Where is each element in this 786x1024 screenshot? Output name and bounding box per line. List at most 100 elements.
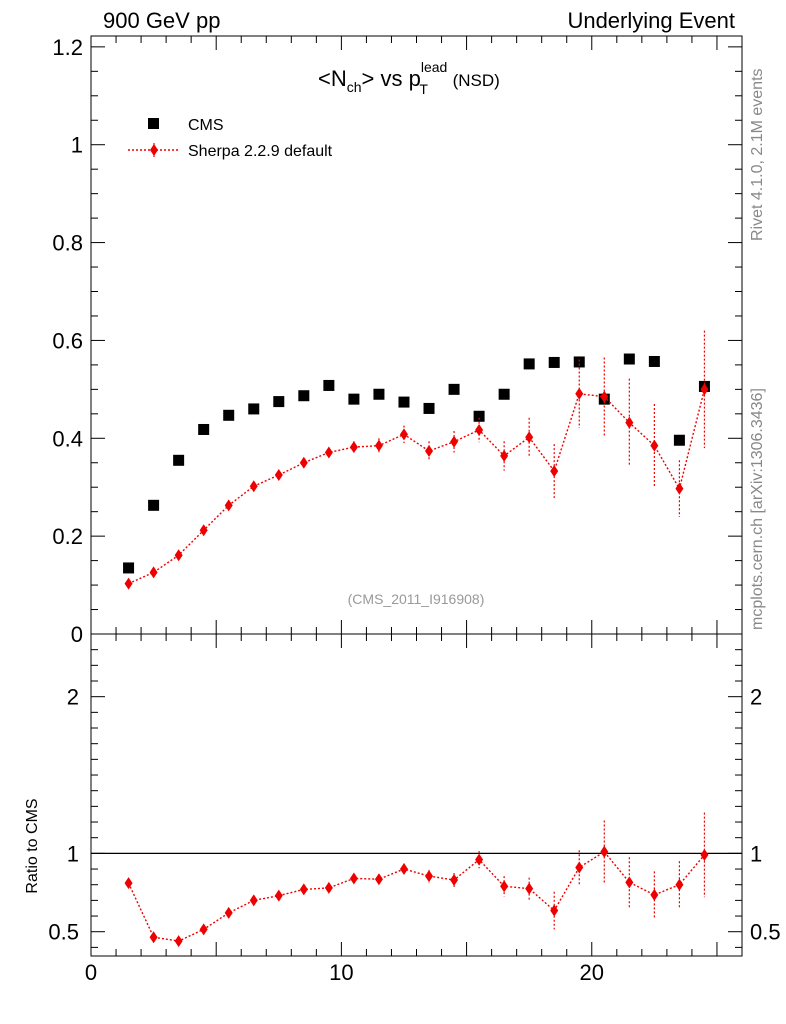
ratio-y-tick-label-right: 0.5 bbox=[750, 920, 781, 945]
legend-cms-label: CMS bbox=[188, 117, 224, 134]
ratio-point bbox=[149, 931, 158, 944]
ratio-point bbox=[324, 881, 333, 894]
ratio-line bbox=[127, 850, 705, 942]
ratio-point bbox=[600, 845, 609, 858]
ratio-point bbox=[349, 872, 358, 885]
cms-point bbox=[248, 403, 260, 415]
cms-point bbox=[423, 402, 435, 414]
ratio-point bbox=[675, 878, 684, 891]
main-title: <Nch> vs plead T (NSD) bbox=[318, 59, 500, 97]
ratio-ticks bbox=[90, 634, 743, 956]
cms-point bbox=[673, 434, 685, 446]
ratio-y-tick-label-right: 2 bbox=[750, 685, 762, 710]
main-y-tick-label: 0.8 bbox=[52, 231, 83, 256]
cms-point bbox=[548, 356, 560, 368]
cms-point bbox=[623, 353, 635, 365]
rivet-label: Rivet 4.1.0, 2.1M events bbox=[749, 68, 766, 241]
cms-point bbox=[148, 499, 160, 511]
cms-point bbox=[298, 390, 310, 402]
ratio-y-tick-label: 0.5 bbox=[48, 920, 79, 945]
cms-point bbox=[573, 356, 585, 368]
main-y-tick-label: 1.2 bbox=[52, 35, 83, 60]
ratio-point bbox=[425, 870, 434, 883]
ratio-y-tick-label: 1 bbox=[67, 841, 79, 866]
sherpa-point bbox=[475, 423, 484, 436]
main-y-tick-label: 0.2 bbox=[52, 524, 83, 549]
ratio-point bbox=[399, 863, 408, 876]
sherpa-line bbox=[128, 389, 706, 585]
sherpa-point bbox=[600, 390, 609, 403]
cms-point bbox=[323, 379, 335, 391]
cms-point bbox=[473, 410, 485, 422]
main-ticks bbox=[90, 36, 743, 635]
main-panel: 00.20.40.60.811.2 <Nch> vs plead T (NSD) … bbox=[52, 35, 743, 647]
ratio-tick-labels: 0.5 0.51 12 20 10 20 bbox=[48, 685, 780, 985]
ratio-point bbox=[650, 888, 659, 901]
cms-point bbox=[373, 388, 385, 400]
cms-point bbox=[448, 383, 460, 395]
ratio-point bbox=[174, 935, 183, 948]
cms-point bbox=[173, 454, 185, 466]
main-tick-labels: 0 0.2 0.4 0.6 0.8 1 1.2 bbox=[52, 35, 83, 647]
cms-point bbox=[648, 355, 660, 367]
ratio-point bbox=[274, 889, 283, 902]
ratio-y-tick-label-right: 1 bbox=[750, 841, 762, 866]
main-y-tick-label: 0.6 bbox=[52, 328, 83, 353]
ratio-point bbox=[450, 874, 459, 887]
ratio-point bbox=[550, 904, 559, 917]
main-series bbox=[123, 330, 710, 590]
ratio-ylabel: Ratio to CMS bbox=[24, 798, 41, 893]
ratio-x-tick-label: 10 bbox=[329, 960, 353, 985]
ratio-point bbox=[249, 894, 258, 907]
cms-point bbox=[198, 423, 210, 435]
sherpa-point bbox=[450, 435, 459, 448]
sherpa-point bbox=[700, 383, 709, 396]
sherpa-point bbox=[525, 431, 534, 444]
cms-point bbox=[498, 388, 510, 400]
main-y-tick-label: 0 bbox=[71, 622, 83, 647]
ratio-point bbox=[575, 861, 584, 874]
ratio-point bbox=[625, 876, 634, 889]
sherpa-point bbox=[425, 445, 434, 458]
sherpa-point bbox=[199, 524, 208, 537]
sherpa-point bbox=[500, 449, 509, 462]
sherpa-point bbox=[124, 577, 133, 590]
ratio-point bbox=[374, 873, 383, 886]
ratio-point bbox=[299, 883, 308, 896]
cms-point bbox=[223, 409, 235, 421]
sherpa-point bbox=[399, 428, 408, 441]
cms-point bbox=[123, 562, 135, 574]
ratio-frame bbox=[90, 633, 743, 957]
ratio-point bbox=[224, 906, 233, 919]
sherpa-point bbox=[149, 566, 158, 579]
cms-point bbox=[398, 396, 410, 408]
sherpa-point bbox=[650, 439, 659, 452]
sherpa-point bbox=[374, 439, 383, 452]
mcplots-label: mcplots.cern.ch [arXiv:1306.3436] bbox=[749, 388, 766, 630]
cms-point bbox=[273, 396, 285, 408]
analysis-ref: (CMS_2011_I916908) bbox=[348, 591, 485, 607]
sherpa-point bbox=[174, 549, 183, 562]
legend-cms-marker bbox=[148, 118, 159, 129]
ratio-panel: 0.5 0.51 12 20 10 20 Ratio to CMS bbox=[24, 633, 781, 985]
sherpa-point bbox=[224, 499, 233, 512]
sherpa-point bbox=[299, 456, 308, 469]
legend-sherpa-label: Sherpa 2.2.9 default bbox=[188, 143, 333, 160]
sherpa-point bbox=[675, 482, 684, 495]
sherpa-point bbox=[349, 441, 358, 454]
ratio-series bbox=[124, 812, 709, 948]
ratio-point bbox=[124, 877, 133, 890]
sherpa-point bbox=[274, 468, 283, 481]
sherpa-point bbox=[625, 416, 634, 429]
header-right: Underlying Event bbox=[567, 8, 735, 33]
ratio-point bbox=[500, 880, 509, 893]
ratio-point bbox=[525, 882, 534, 895]
ratio-point bbox=[700, 848, 709, 861]
ratio-point bbox=[199, 923, 208, 936]
sherpa-point bbox=[575, 387, 584, 400]
ratio-x-tick-label: 0 bbox=[85, 960, 97, 985]
ratio-point bbox=[475, 853, 484, 866]
ratio-x-tick-label: 20 bbox=[580, 960, 604, 985]
header-left: 900 GeV pp bbox=[103, 8, 220, 33]
